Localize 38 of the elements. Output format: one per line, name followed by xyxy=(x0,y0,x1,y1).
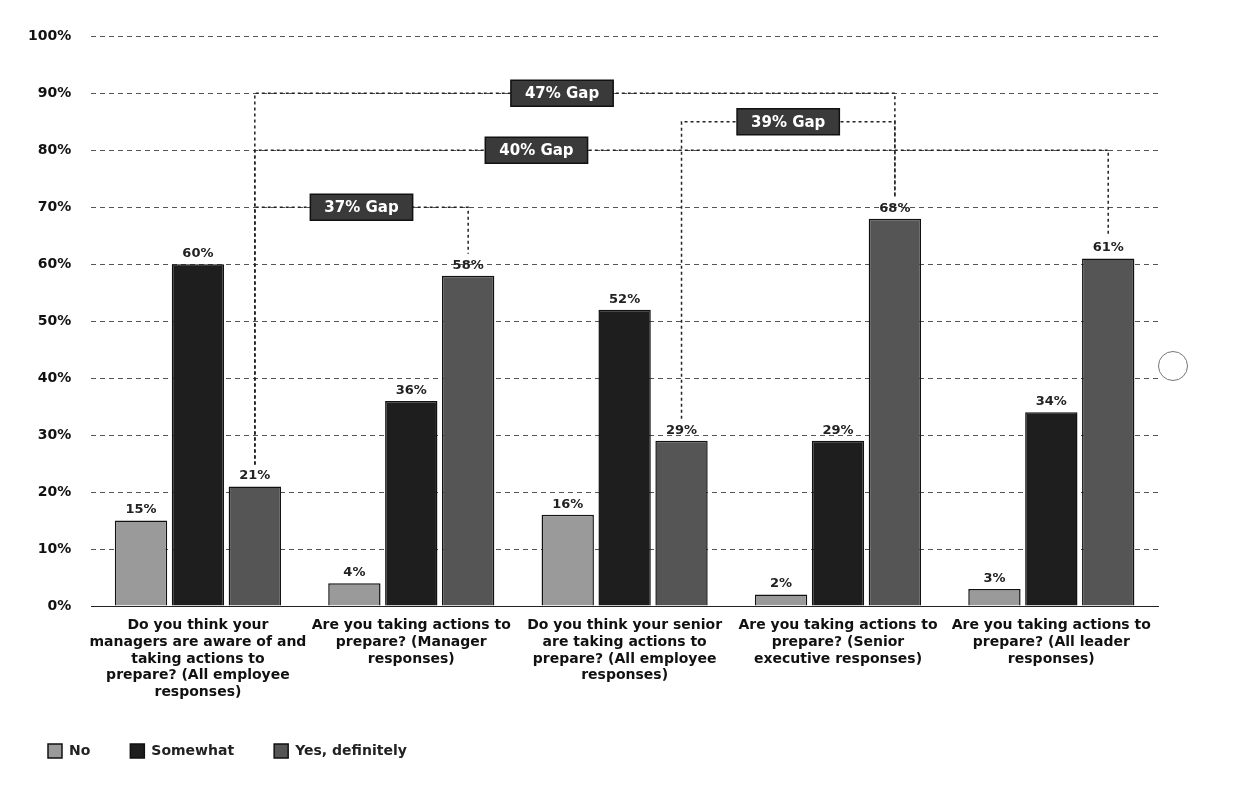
y-tick-label: 100% xyxy=(27,27,72,44)
legend-label: Yes, definitely xyxy=(294,741,407,758)
data-label: 16% xyxy=(552,495,584,511)
y-tick-label: 10% xyxy=(37,539,72,556)
y-tick-label: 50% xyxy=(37,311,72,328)
data-label: 3% xyxy=(983,569,1006,585)
annotation: 40% Gap xyxy=(499,141,574,160)
data-label: 15% xyxy=(125,501,157,517)
y-tick-label: 80% xyxy=(37,140,72,157)
x-tick-label: Are you taking actions to prepare? (All leader responses) xyxy=(951,616,1152,666)
y-tick-label: 0% xyxy=(47,596,72,613)
y-tick-label: 20% xyxy=(37,482,72,499)
data-label: 21% xyxy=(239,467,271,483)
data-label: 29% xyxy=(822,421,854,437)
data-label: 2% xyxy=(770,575,793,591)
y-tick-label: 40% xyxy=(37,368,72,385)
data-label: 34% xyxy=(1035,393,1067,409)
x-tick-label: Do you think your managers are aware of and taking actions to prepare? (All employee responses) xyxy=(89,616,307,700)
annotation: 39% Gap xyxy=(751,112,826,131)
y-tick-label: 60% xyxy=(37,254,72,271)
x-tick-label: Are you taking actions to prepare? (Manager responses) xyxy=(311,616,512,666)
annotation: 47% Gap xyxy=(524,84,600,103)
data-label: 4% xyxy=(343,564,366,580)
data-label: 60% xyxy=(182,245,214,261)
annotation: 37% Gap xyxy=(324,198,399,217)
data-label: 68% xyxy=(879,199,911,215)
y-tick-label: 90% xyxy=(37,84,72,100)
data-label: 29% xyxy=(665,421,698,437)
legend-label: Somewhat xyxy=(151,741,235,758)
y-tick-label: 70% xyxy=(37,197,72,214)
y-tick-label: 30% xyxy=(37,425,72,442)
data-label: 61% xyxy=(1092,239,1124,255)
legend-label: No xyxy=(69,741,91,758)
data-label: 36% xyxy=(395,381,427,397)
data-label: 58% xyxy=(452,256,484,272)
x-tick-label: Are you taking actions to prepare? (Senior executive responses) xyxy=(738,616,938,666)
data-label: 52% xyxy=(609,290,641,306)
x-tick-label: Do you think your senior are taking actions to prepare? (All employee responses) xyxy=(527,616,723,683)
